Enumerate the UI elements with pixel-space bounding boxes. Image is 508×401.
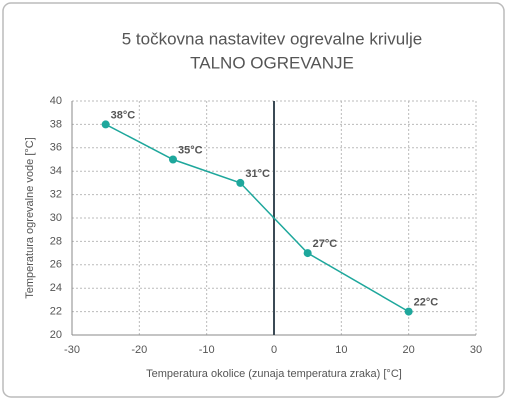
point-label: 38°C xyxy=(111,109,136,121)
x-tick-label: 20 xyxy=(403,344,415,356)
x-tick-label: 30 xyxy=(470,344,482,356)
data-point xyxy=(169,155,177,164)
y-tick-label: 32 xyxy=(50,189,62,201)
data-point xyxy=(101,120,110,129)
x-axis-label: Temperatura okolice (zunaja temperatura … xyxy=(146,368,402,380)
y-tick-label: 36 xyxy=(50,142,62,154)
y-tick-label: 28 xyxy=(50,235,62,247)
point-label: 22°C xyxy=(414,297,439,309)
y-tick-label: 26 xyxy=(50,259,62,271)
data-point xyxy=(303,249,312,258)
y-tick-label: 30 xyxy=(50,212,62,224)
y-tick-label: 40 xyxy=(50,95,62,107)
chart-title: 5 točkovna nastavitev ogrevalne krivulje xyxy=(122,29,423,48)
x-tick-label: 10 xyxy=(335,344,347,356)
y-tick-label: 20 xyxy=(50,329,62,341)
x-tick-label: 0 xyxy=(271,344,277,356)
data-point xyxy=(236,178,245,187)
y-tick-label: 22 xyxy=(50,306,62,318)
point-label: 27°C xyxy=(313,238,338,250)
y-tick-label: 38 xyxy=(50,118,62,130)
y-tick-label: 34 xyxy=(50,165,62,177)
y-axis-label: Temperatura ogrevalne vode [°C] xyxy=(24,137,36,299)
x-tick-label: -30 xyxy=(64,344,80,356)
x-tick-label: -20 xyxy=(131,344,147,356)
y-tick-label: 24 xyxy=(50,282,62,294)
chart-subtitle: TALNO OGREVANJE xyxy=(190,53,354,72)
x-tick-label: -10 xyxy=(199,344,215,356)
point-label: 31°C xyxy=(245,168,270,180)
point-label: 35°C xyxy=(178,144,203,156)
data-point xyxy=(404,307,413,316)
